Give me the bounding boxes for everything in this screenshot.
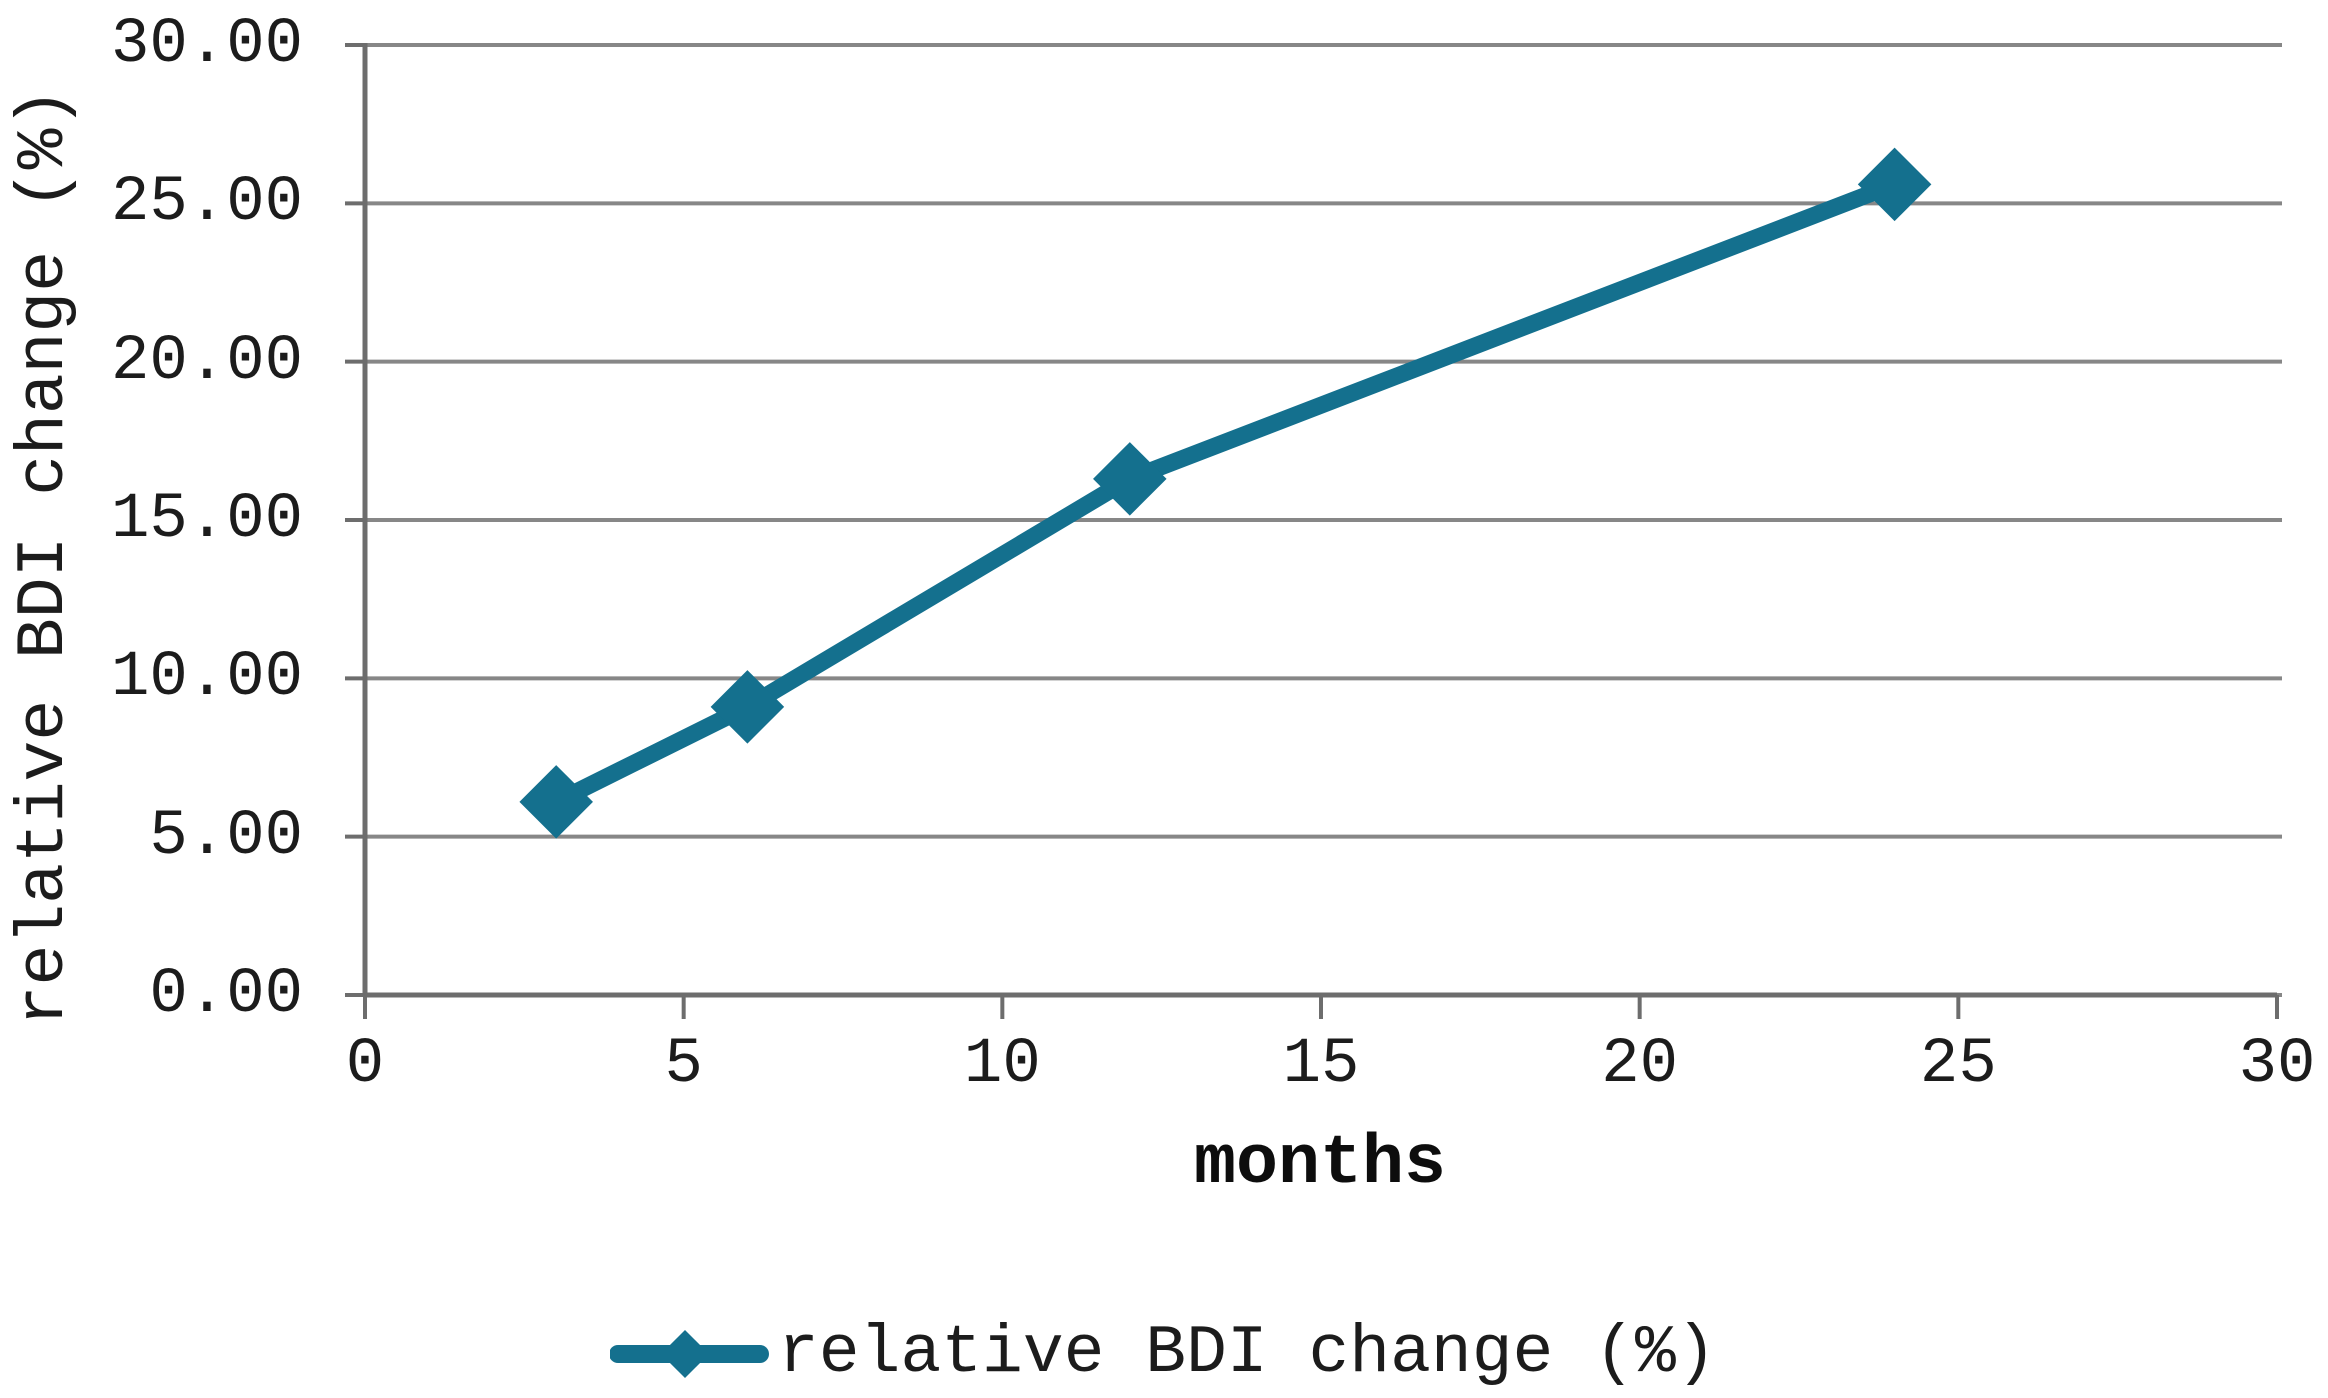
y-tick-label: 15.00 <box>110 484 303 556</box>
x-tick-label: 20 <box>1601 1029 1679 1101</box>
y-tick-label: 30.00 <box>110 9 303 81</box>
legend-line-marker-icon <box>610 1329 769 1379</box>
y-tick-label: 25.00 <box>110 167 303 240</box>
x-tick-label: 0 <box>345 1029 385 1101</box>
y-tick-label: 20.00 <box>110 325 303 398</box>
x-tick-label: 10 <box>963 1029 1041 1101</box>
legend: relative BDI change (%) <box>610 1316 1717 1392</box>
y-tick-label: 5.00 <box>149 800 303 873</box>
x-tick-label: 5 <box>664 1029 703 1101</box>
x-axis-title: months <box>1193 1125 1447 1204</box>
x-tick-label: 25 <box>1919 1029 1997 1101</box>
x-tick-label: 15 <box>1282 1029 1360 1101</box>
y-tick-label: 10.00 <box>110 642 303 715</box>
y-tick-label: 0.00 <box>149 959 303 1031</box>
legend-series-label: relative BDI change (%) <box>778 1315 1717 1392</box>
x-tick-label: 30 <box>2238 1029 2316 1101</box>
